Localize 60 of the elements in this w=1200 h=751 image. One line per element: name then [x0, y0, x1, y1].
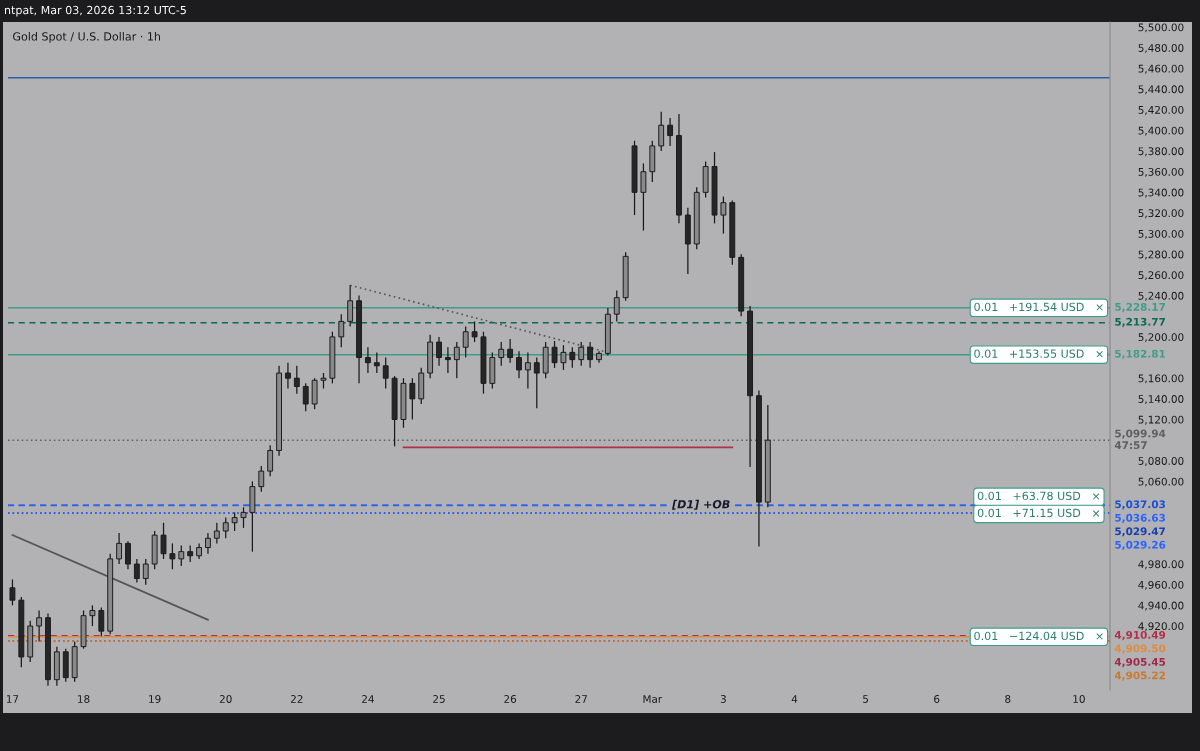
ref-line-label: 5,182.81 [1115, 349, 1166, 359]
y-tick-label: 5,240.00 [1138, 291, 1184, 301]
y-tick-label: 4,920.00 [1138, 622, 1184, 632]
y-tick-label: 5,420.00 [1138, 105, 1184, 115]
y-tick-label: 5,340.00 [1138, 188, 1184, 198]
y-tick-label: 5,060.00 [1138, 477, 1184, 487]
ref-line-label: 5,228.17 [1115, 302, 1165, 313]
ref-line-label: 4,909.50 [1114, 644, 1166, 654]
x-tick-label: 5 [863, 695, 869, 703]
x-tick-label: 17 [6, 695, 19, 703]
annotation: 0.01 +191.54 USD × [974, 302, 1103, 312]
x-tick-label: 22 [290, 695, 303, 703]
y-tick-label: 5,300.00 [1138, 229, 1184, 239]
x-tick-label: 3 [720, 695, 726, 703]
x-tick-label: 6 [934, 695, 940, 703]
y-tick-label: 5,080.00 [1138, 457, 1184, 466]
ref-line-label: 5,037.03 [1115, 500, 1165, 510]
y-tick-label: 5,120.00 [1138, 415, 1184, 425]
annotation: 0.01 −124.04 USD × [974, 631, 1103, 641]
ref-line-label: 4,905.22 [1114, 671, 1165, 681]
ref-line-label: 5,099.94 47:57 [1114, 429, 1166, 450]
ref-line-label: 4,905.45 [1114, 657, 1166, 668]
y-tick-label: 5,160.00 [1138, 374, 1184, 384]
y-tick-label: 4,960.00 [1138, 580, 1184, 590]
y-tick-label: 5,280.00 [1138, 250, 1184, 260]
x-tick-label: 26 [504, 695, 517, 703]
y-tick-label: 5,200.00 [1138, 333, 1184, 343]
y-tick-label: 5,400.00 [1138, 126, 1184, 136]
ref-line-label: 5,029.47 [1115, 527, 1165, 537]
ref-line-label: 4,910.49 [1114, 630, 1166, 641]
annotation: 0.01 +153.55 USD × [974, 349, 1103, 358]
y-tick-label: 5,380.00 [1138, 147, 1184, 157]
y-tick-label: 5,140.00 [1138, 395, 1184, 405]
y-tick-label: 4,940.00 [1138, 601, 1184, 611]
x-tick-label: 8 [1005, 695, 1011, 703]
x-tick-label: Mar [643, 695, 663, 703]
x-tick-label: 24 [362, 695, 374, 703]
x-tick-label: 25 [433, 695, 445, 703]
y-tick-label: 5,320.00 [1138, 209, 1184, 219]
y-tick-label: 5,440.00 [1138, 85, 1184, 95]
annotation: [D1] +OB [671, 499, 730, 510]
y-tick-label: 5,480.00 [1138, 44, 1184, 53]
x-tick-label: 27 [575, 695, 587, 703]
annotation: 0.01 +71.15 USD × [977, 508, 1100, 518]
y-tick-label: 5,500.00 [1138, 23, 1184, 33]
chart-subtitle: ntpat, Mar 03, 2026 13:12 UTC-5 [5, 5, 186, 17]
ref-line-label: 5,029.26 [1115, 540, 1166, 551]
x-tick-label: 10 [1073, 695, 1085, 703]
x-tick-label: 4 [791, 695, 798, 703]
x-tick-label: 20 [219, 695, 232, 703]
text: Gold Spot / U.S. Dollar · 1h [13, 32, 161, 43]
y-tick-label: 5,260.00 [1138, 271, 1184, 281]
y-tick-label: 4,980.00 [1138, 560, 1184, 570]
y-tick-label: 5,460.00 [1138, 64, 1184, 74]
annotation: 0.01 +63.78 USD × [977, 491, 1100, 501]
y-tick-label: 5,360.00 [1138, 167, 1184, 177]
ref-line-label: 5,036.63 [1115, 513, 1165, 524]
x-tick-label: 18 [78, 695, 90, 703]
ref-line-label: 5,213.77 [1115, 317, 1165, 328]
x-tick-label: 19 [149, 695, 161, 703]
